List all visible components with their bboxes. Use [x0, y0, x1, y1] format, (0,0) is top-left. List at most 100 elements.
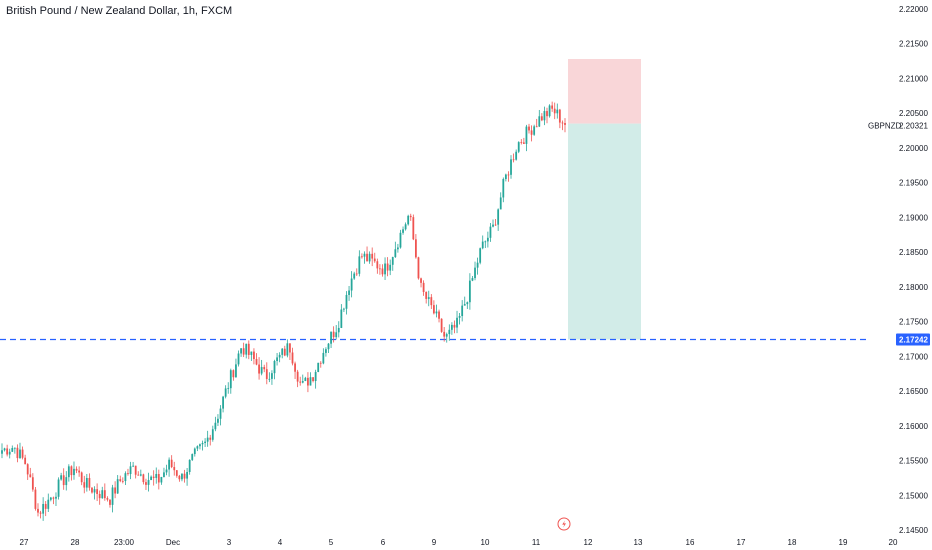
price-tick-label: 2.17000: [899, 352, 928, 361]
candle-body: [103, 490, 106, 499]
candle-body: [417, 257, 420, 279]
candle-body: [502, 179, 505, 198]
candle: [520, 139, 523, 145]
candle: [448, 324, 451, 341]
candle: [368, 251, 371, 264]
candle: [481, 235, 484, 250]
candle: [425, 291, 428, 304]
candle: [147, 472, 150, 492]
candle: [353, 271, 356, 280]
candle-body: [3, 448, 6, 451]
candle: [399, 229, 402, 249]
candle-body: [116, 479, 119, 494]
candle: [551, 101, 554, 112]
candle: [98, 490, 101, 505]
candle: [497, 208, 500, 231]
candle: [57, 477, 60, 500]
candle-body: [209, 437, 212, 440]
candle: [330, 331, 332, 349]
candle: [546, 107, 548, 124]
candle-body: [343, 308, 345, 310]
candle: [404, 222, 407, 231]
price-tick-label: 2.15000: [899, 491, 928, 500]
candle-body: [93, 489, 96, 493]
candle-body: [384, 263, 386, 275]
candle-body: [188, 459, 191, 472]
candle: [193, 447, 196, 457]
candle: [6, 444, 9, 457]
time-tick-label: 12: [584, 538, 593, 547]
candle: [80, 471, 83, 486]
candle-body: [386, 263, 389, 271]
candle: [548, 104, 551, 118]
replay-icon[interactable]: [557, 517, 571, 531]
candle: [461, 300, 464, 322]
candle-body: [427, 297, 430, 299]
candle: [21, 446, 24, 460]
candle: [471, 276, 474, 282]
candle-body: [404, 224, 407, 230]
candle: [214, 416, 217, 432]
price-tick-label: 2.22000: [899, 5, 928, 14]
candle-body: [543, 111, 546, 121]
price-tick-label: 2.18000: [899, 283, 928, 292]
candle-body: [309, 377, 312, 386]
candle-body: [304, 377, 307, 382]
candle-body: [299, 381, 302, 383]
candle: [111, 484, 114, 513]
candle-body: [425, 291, 428, 299]
candle-body: [468, 280, 471, 303]
candle-body: [458, 316, 461, 318]
candle-body: [332, 331, 335, 338]
candle-body: [247, 343, 250, 355]
candle: [543, 106, 546, 126]
candle-body: [399, 232, 402, 248]
candle-body: [240, 348, 242, 354]
candle-body: [235, 364, 237, 378]
candle-body: [142, 474, 145, 483]
candle-body: [484, 241, 487, 243]
candle: [263, 364, 266, 373]
candle-body: [553, 108, 556, 114]
candle-body: [34, 489, 37, 509]
candle-body: [278, 354, 281, 358]
candle: [358, 250, 361, 277]
candle-body: [181, 473, 183, 480]
candle: [227, 382, 230, 394]
candle-body: [422, 282, 425, 292]
candle: [165, 464, 168, 476]
candle: [206, 430, 209, 447]
candle: [127, 468, 129, 476]
candle-body: [265, 369, 268, 379]
candle-body: [317, 362, 320, 372]
symbol-label: GBPNZD: [868, 122, 902, 131]
candle: [468, 273, 471, 310]
candle-body: [494, 224, 497, 226]
candle-body: [492, 224, 494, 227]
candle-body: [286, 343, 289, 356]
candle: [91, 487, 93, 494]
candle-body: [260, 367, 263, 374]
time-tick-label: 13: [634, 538, 643, 547]
candle-body: [330, 331, 332, 344]
candle: [289, 343, 291, 360]
candle-body: [512, 159, 515, 161]
candle: [55, 492, 57, 506]
candle: [301, 374, 304, 384]
price-axis: 2.14500 2.15000 2.15500 2.16000 2.16500 2.170…: [868, 5, 930, 535]
candle-body: [165, 469, 168, 473]
candle: [350, 271, 353, 298]
candle-body: [515, 151, 518, 160]
candle: [224, 385, 227, 399]
price-tick-label: 2.18500: [899, 248, 928, 257]
time-tick-label: 9: [432, 538, 437, 547]
candle-body: [381, 268, 384, 275]
candle-body: [62, 475, 65, 486]
candle: [445, 332, 448, 343]
candle-body: [394, 249, 397, 258]
candle: [381, 264, 384, 277]
candle: [396, 243, 399, 253]
candle-body: [481, 241, 484, 249]
candle-body: [119, 479, 122, 482]
